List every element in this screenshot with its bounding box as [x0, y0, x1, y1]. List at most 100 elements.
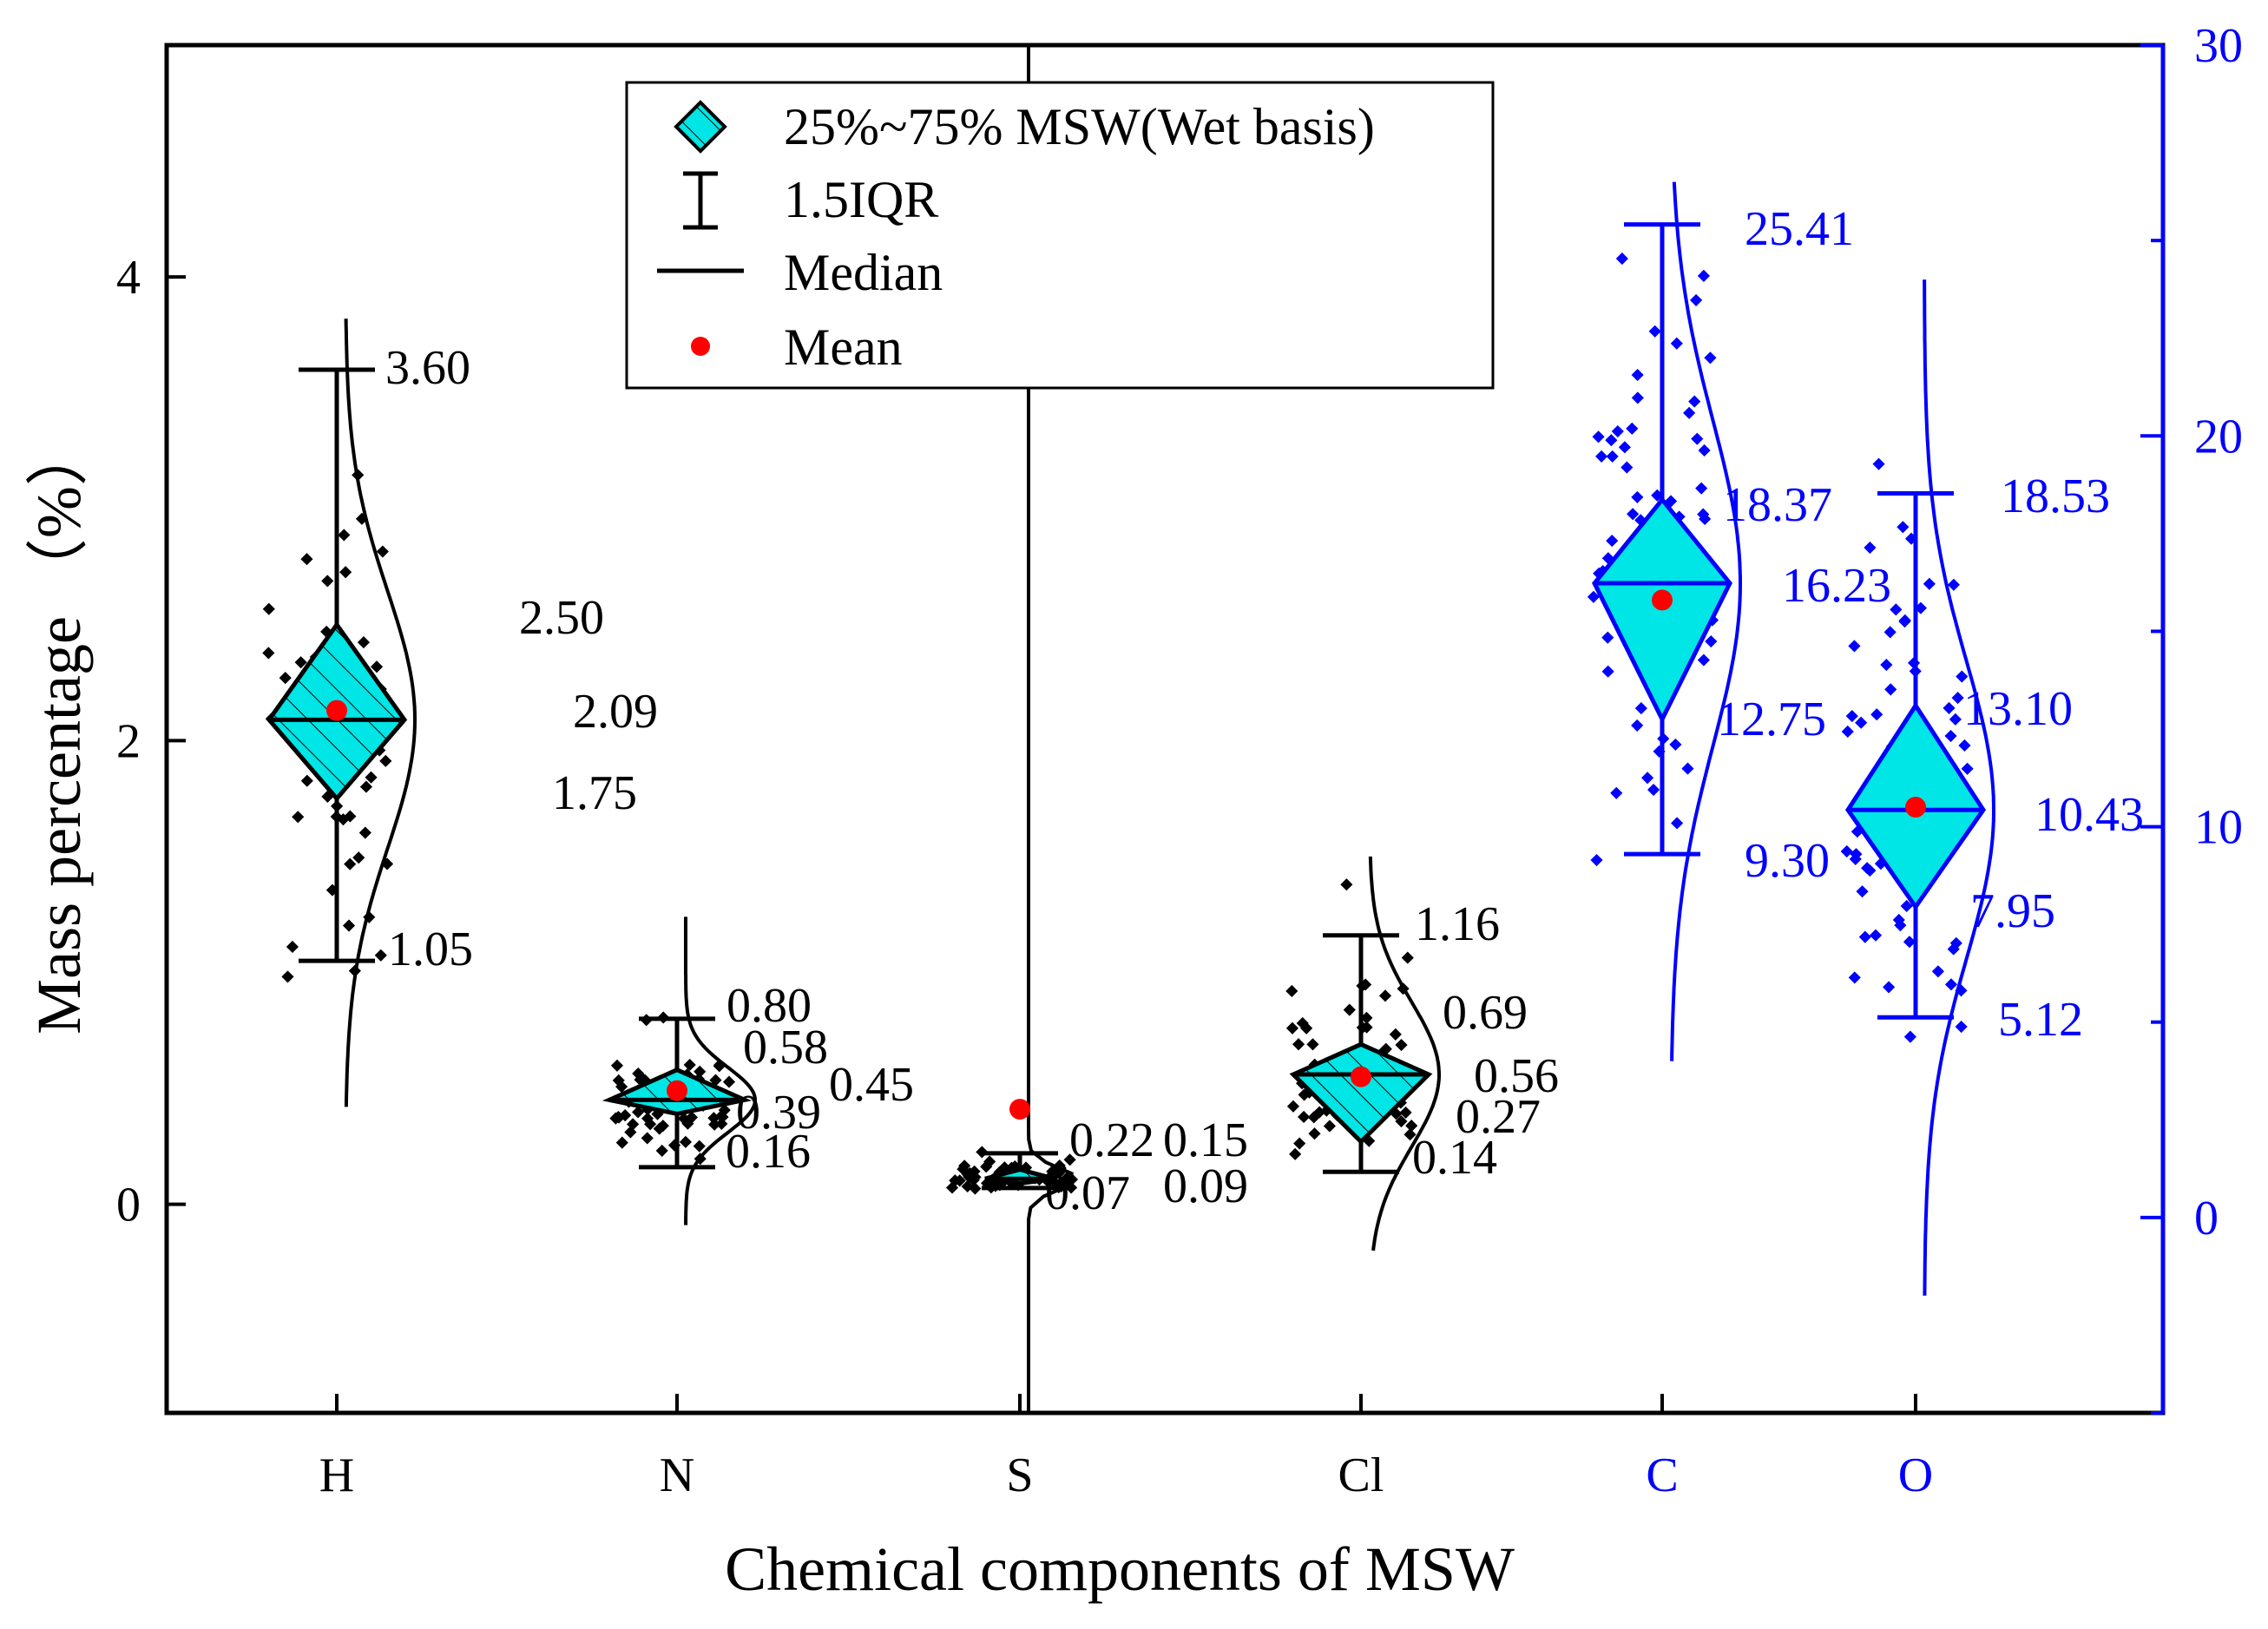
data-point	[262, 602, 275, 615]
data-point	[1611, 424, 1624, 438]
data-point	[1869, 929, 1883, 942]
data-point	[1690, 293, 1703, 306]
label-s-q1: 0.09	[1163, 1159, 1248, 1213]
data-point	[1697, 654, 1710, 667]
data-point	[1286, 1100, 1300, 1113]
data-point	[1285, 1021, 1299, 1035]
x-tick-label-o: O	[1898, 1448, 1933, 1502]
data-point	[1943, 701, 1956, 714]
data-point	[1631, 490, 1644, 503]
data-point	[352, 851, 365, 864]
right-tick-label: 0	[2194, 1192, 2219, 1245]
data-point	[1404, 1128, 1417, 1141]
label-h-median: 2.09	[573, 685, 658, 739]
data-point	[1705, 634, 1718, 648]
data-point	[1949, 713, 1962, 726]
data-point	[624, 1126, 637, 1139]
data-point	[1670, 337, 1683, 350]
data-point	[615, 1136, 628, 1149]
data-point	[1605, 434, 1618, 447]
data-point	[632, 1106, 645, 1119]
data-point	[1631, 719, 1644, 732]
data-point	[1923, 577, 1936, 590]
label-c-median: 16.23	[1782, 559, 1891, 613]
legend-box-swatch	[674, 100, 727, 154]
legend-mean-label: Mean	[784, 319, 903, 376]
data-point	[1378, 989, 1392, 1002]
data-point	[1841, 725, 1854, 739]
data-point	[641, 1132, 654, 1145]
data-point	[1848, 640, 1861, 653]
data-point	[610, 1059, 624, 1072]
legend-whisker-swatch	[683, 171, 718, 230]
data-point	[1293, 1137, 1306, 1150]
label-h-q3: 2.50	[519, 591, 604, 645]
data-point	[358, 826, 371, 839]
data-point	[612, 1111, 625, 1124]
data-point	[1601, 631, 1614, 644]
data-point	[1323, 1120, 1336, 1133]
label-s-lower: 0.07	[1045, 1166, 1130, 1220]
label-cl-q1: 0.27	[1456, 1090, 1541, 1144]
data-point	[1931, 965, 1944, 978]
left-tick-label: 4	[116, 251, 141, 305]
data-point	[1631, 391, 1644, 404]
data-point	[1618, 441, 1631, 454]
y-axis-title: Mass percentage （%）	[24, 424, 94, 1035]
data-point	[713, 1058, 726, 1072]
data-point	[294, 656, 307, 669]
x-tick-label-cl: Cl	[1338, 1448, 1384, 1502]
data-point	[694, 1153, 707, 1166]
data-point	[641, 1112, 654, 1125]
data-point	[683, 1058, 696, 1072]
data-point	[338, 529, 351, 542]
label-n-lower: 0.16	[726, 1125, 811, 1179]
data-point	[357, 636, 371, 649]
label-s-q3: 0.15	[1163, 1113, 1248, 1167]
data-point	[1631, 368, 1644, 382]
data-point	[1695, 482, 1708, 495]
data-point	[286, 940, 299, 954]
mean-point-o	[1905, 797, 1926, 818]
data-point	[1389, 1028, 1402, 1041]
label-n-upper: 0.80	[726, 979, 812, 1033]
data-point	[1880, 658, 1893, 672]
data-point	[376, 545, 389, 558]
data-point	[1884, 683, 1897, 696]
data-point	[279, 672, 292, 685]
label-o-q1: 7.95	[1970, 884, 2055, 938]
data-point	[1065, 1181, 1078, 1194]
data-point	[1306, 1038, 1319, 1051]
label-h-lower: 1.05	[388, 923, 473, 976]
label-o-lower: 5.12	[1998, 993, 2083, 1047]
data-point	[1634, 702, 1647, 715]
data-point	[685, 1111, 699, 1124]
label-cl-upper: 1.16	[1415, 897, 1500, 951]
data-point	[1395, 1114, 1408, 1128]
data-point	[1944, 978, 1958, 991]
data-point	[1856, 885, 1869, 898]
data-point	[1289, 1147, 1302, 1160]
data-point	[1647, 783, 1660, 797]
data-point	[1595, 450, 1608, 463]
data-point	[1285, 984, 1298, 998]
data-point	[300, 774, 313, 787]
data-point	[262, 647, 275, 660]
data-point	[694, 1065, 707, 1078]
data-point	[1681, 762, 1694, 775]
data-point	[348, 964, 361, 977]
data-point	[342, 919, 356, 932]
data-point	[344, 857, 357, 870]
data-point	[1296, 1016, 1309, 1030]
data-point	[1615, 252, 1628, 266]
data-point	[1961, 762, 1974, 775]
data-point	[716, 1111, 729, 1124]
label-c-q1: 12.75	[1717, 693, 1826, 746]
data-point	[1606, 535, 1619, 548]
data-point	[355, 512, 369, 525]
data-point	[1872, 457, 1885, 470]
data-point	[1903, 1030, 1916, 1043]
mean-point-cl	[1351, 1066, 1371, 1087]
data-point	[365, 771, 378, 784]
data-point	[708, 1118, 721, 1131]
